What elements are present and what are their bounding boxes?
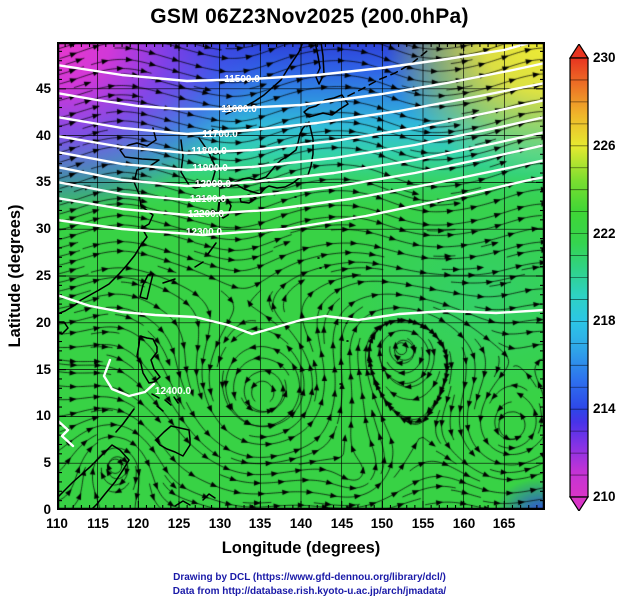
- x-tick-label: 115: [87, 516, 109, 531]
- x-tick-label: 145: [330, 516, 354, 531]
- x-tick-label: 120: [126, 516, 150, 531]
- x-axis-title: Longitude (degrees): [221, 539, 381, 557]
- x-tick-label: 130: [208, 516, 232, 531]
- y-tick-label: 40: [35, 128, 51, 143]
- colorbar: 230 226 222 218 214 210: [568, 42, 619, 513]
- x-tick-label: 155: [411, 516, 435, 531]
- x-tick-label: 135: [248, 516, 272, 531]
- x-tick-label: 165: [492, 516, 516, 531]
- colorbar-tick-label: 210: [593, 489, 616, 504]
- wind-streamlines-canvas: [57, 42, 545, 510]
- footer-credit-dcl: Drawing by DCL (https://www.gfd-dennou.o…: [173, 572, 446, 583]
- footer-credit-data: Data from http://database.rish.kyoto-u.a…: [172, 586, 447, 597]
- colorbar-top-arrow: [568, 42, 590, 59]
- colorbar-segment-lines: [570, 79, 588, 476]
- colorbar-tick-label: 230: [593, 50, 616, 65]
- y-tick-label: 45: [35, 81, 51, 96]
- y-tick-label: 0: [43, 502, 51, 517]
- y-tick-label: 20: [35, 315, 51, 330]
- y-tick-label: 5: [43, 455, 51, 470]
- colorbar-tick-label: 214: [593, 401, 616, 416]
- colorbar-bottom-arrow: [568, 496, 590, 513]
- chart-title: GSM 06Z23Nov2025 (200.0hPa): [150, 5, 469, 28]
- x-tick-label: 125: [167, 516, 191, 531]
- x-tick-label: 110: [46, 516, 68, 531]
- y-tick-label: 25: [35, 268, 51, 283]
- x-tick-label: 160: [452, 516, 476, 531]
- colorbar-tick-label: 218: [593, 313, 616, 328]
- y-tick-label: 15: [35, 362, 51, 377]
- colorbar-tick-label: 226: [593, 138, 616, 153]
- colorbar-tick-label: 222: [593, 226, 616, 241]
- y-tick-label: 10: [35, 408, 51, 423]
- y-tick-label: 30: [35, 221, 51, 236]
- colorbar-svg: [568, 42, 590, 513]
- y-tick-label: 35: [35, 174, 51, 189]
- x-tick-label: 140: [289, 516, 313, 531]
- x-tick-label: 150: [370, 516, 394, 531]
- plot-area: 11500.0 11600.0 11700.0 11800.0 11900.0 …: [57, 42, 545, 510]
